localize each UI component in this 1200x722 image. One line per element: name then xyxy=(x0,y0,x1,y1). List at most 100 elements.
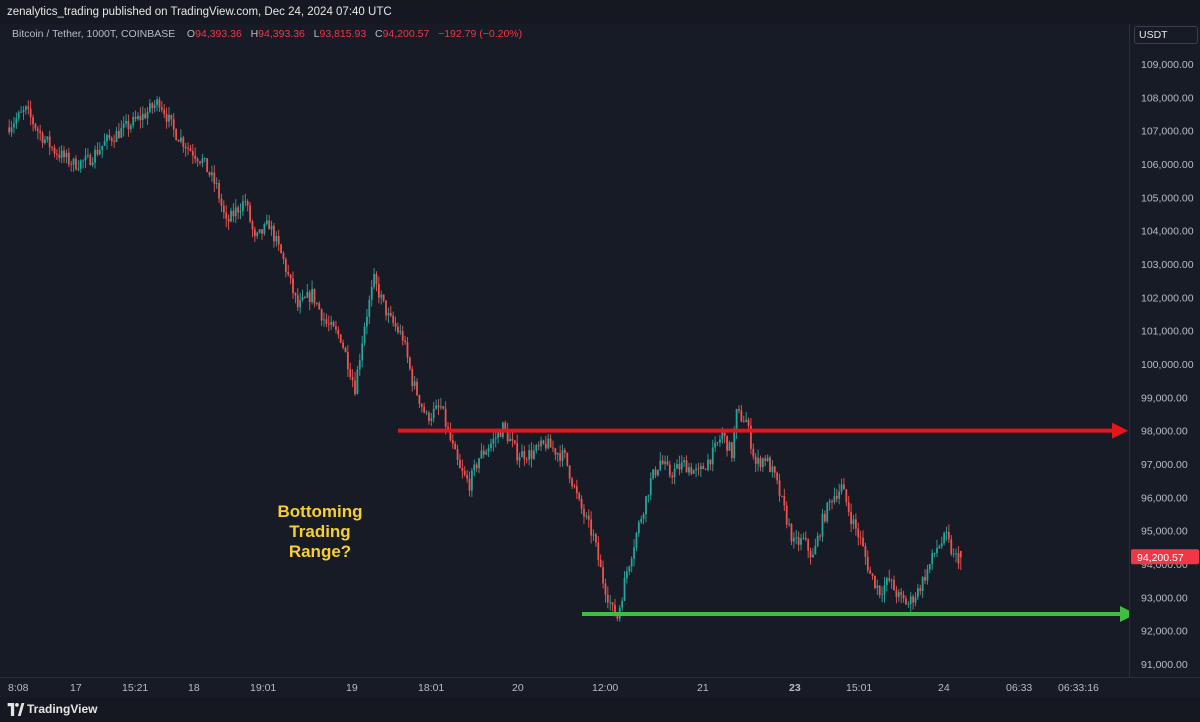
candle-body xyxy=(125,120,127,124)
candle-body xyxy=(678,464,681,470)
high-label: H xyxy=(250,28,259,40)
price-tick-label: 91,000.00 xyxy=(1141,659,1188,671)
candle-body xyxy=(370,287,373,300)
candle-body xyxy=(22,110,25,112)
candle-body xyxy=(673,468,676,478)
candle-body xyxy=(408,357,411,369)
candle-body xyxy=(139,115,142,120)
candle-body xyxy=(711,447,714,465)
candle-body xyxy=(642,514,645,519)
candle-body xyxy=(318,303,321,310)
candle-body xyxy=(623,578,626,601)
candle-body xyxy=(769,457,771,472)
candle-body xyxy=(516,443,519,461)
candle-body xyxy=(404,340,406,343)
candle-body xyxy=(490,443,492,449)
candle-body xyxy=(647,495,650,497)
candle-body xyxy=(554,448,557,455)
candle-body xyxy=(688,467,690,473)
tradingview-logo-icon[interactable] xyxy=(7,703,25,716)
candle-body xyxy=(218,183,220,199)
candle-body xyxy=(480,450,483,459)
candle-body xyxy=(194,155,197,159)
candle-body xyxy=(306,292,309,298)
candle-body xyxy=(439,406,442,408)
candle-body xyxy=(342,342,344,348)
time-tick-label: 20 xyxy=(512,682,524,694)
candle-body xyxy=(485,451,488,455)
candle-body xyxy=(761,458,764,467)
time-tick-label: 06:33 xyxy=(1006,682,1032,694)
candle-body xyxy=(191,151,194,156)
candle-body xyxy=(454,443,457,450)
candle-body xyxy=(387,312,390,316)
symbol-name[interactable]: Bitcoin / Tether, 1000T, COINBASE xyxy=(12,28,176,40)
candle-body xyxy=(866,556,869,571)
candle-body xyxy=(885,578,888,586)
candle-body xyxy=(289,274,292,279)
candle-body xyxy=(468,478,471,491)
candle-body xyxy=(304,297,306,298)
candle-body xyxy=(738,409,740,411)
time-tick-label: 19 xyxy=(346,682,358,694)
candle-body xyxy=(108,135,111,139)
time-tick-label: 06:33:16 xyxy=(1058,682,1099,694)
candle-body xyxy=(189,148,192,151)
candle-body xyxy=(63,150,65,158)
candle-body xyxy=(943,533,946,544)
candle-body xyxy=(575,486,578,494)
price-axis[interactable]: 109,000.00 108,000.00 107,000.00 106,000.00… xyxy=(1129,24,1200,677)
price-tick-label: 93,000.00 xyxy=(1141,592,1188,604)
candle-body xyxy=(432,408,435,419)
current-price-badge-bg xyxy=(1131,549,1199,565)
candle-body xyxy=(234,207,237,217)
candle-body xyxy=(20,111,23,113)
candle-body xyxy=(933,553,936,554)
open-value: 94,393.36 xyxy=(195,28,242,40)
candle-body xyxy=(926,569,929,581)
open-label: O xyxy=(186,28,196,40)
candle-body xyxy=(685,460,688,473)
time-axis[interactable]: 8:08 17 15:21 18 19:01 19 18:01 20 12:00 21 23 15:0… xyxy=(0,677,1200,698)
candle-body xyxy=(573,485,576,487)
candle-body xyxy=(504,422,507,430)
candle-body xyxy=(17,112,20,119)
candle-body xyxy=(897,592,900,597)
candle-body xyxy=(213,172,216,184)
candle-body xyxy=(740,410,743,422)
candle-body xyxy=(151,103,154,109)
candle-body xyxy=(750,425,752,449)
tradingview-brand[interactable]: TradingView xyxy=(27,702,98,716)
candle-body xyxy=(172,119,175,130)
time-tick-label: 15:21 xyxy=(122,682,148,694)
candle-body xyxy=(535,445,538,451)
candle-body xyxy=(580,498,583,509)
candle-body xyxy=(838,491,841,499)
candle-body xyxy=(752,448,755,457)
candle-body xyxy=(831,501,833,503)
candle-body xyxy=(84,155,87,161)
candle-body xyxy=(530,450,533,459)
candle-body xyxy=(878,585,881,595)
candle-body xyxy=(790,523,793,542)
candle-body xyxy=(802,537,805,539)
candle-body xyxy=(175,129,178,140)
candle-body xyxy=(812,554,814,558)
time-tick-label: 23 xyxy=(789,682,801,694)
candle-body xyxy=(435,405,437,409)
chart-pane[interactable] xyxy=(0,24,1129,677)
candle-body xyxy=(747,419,750,426)
price-tick-label: 108,000.00 xyxy=(1141,92,1194,104)
candle-body xyxy=(905,598,907,605)
candle-body xyxy=(101,145,104,150)
candle-body xyxy=(203,158,206,159)
candle-body xyxy=(182,137,185,147)
candlestick-chart[interactable] xyxy=(0,24,1129,677)
candle-body xyxy=(325,319,328,324)
currency-selector[interactable]: USDT xyxy=(1134,26,1198,44)
publisher-name[interactable]: zenalytics_trading xyxy=(7,6,100,18)
candle-body xyxy=(559,453,562,461)
price-tick-label: 104,000.00 xyxy=(1141,226,1194,238)
candle-body xyxy=(442,406,445,409)
candle-body xyxy=(938,546,941,549)
